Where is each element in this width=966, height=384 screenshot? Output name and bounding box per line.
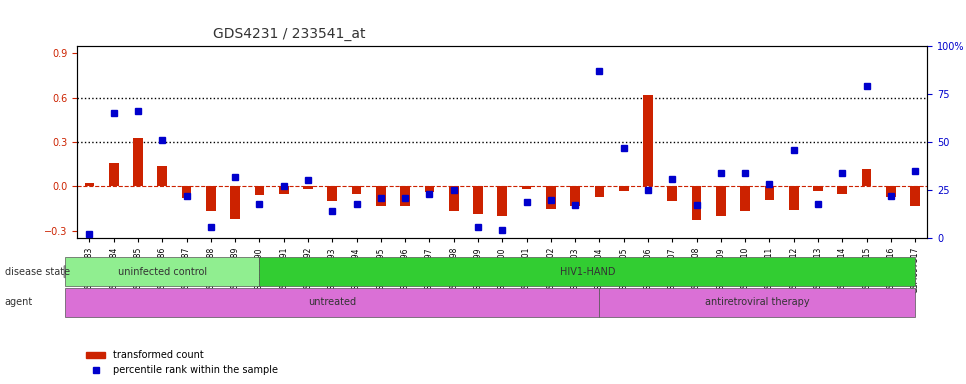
Bar [765,186,775,200]
Bar [279,186,289,194]
Bar [157,166,167,186]
Bar [740,186,750,212]
FancyArrow shape [64,263,74,280]
Bar [546,186,555,209]
Text: agent: agent [5,297,33,308]
Bar [230,186,240,219]
Bar [449,186,459,212]
Bar [886,186,895,197]
Bar [255,186,265,195]
Bar [595,186,605,197]
Bar [570,186,580,205]
Text: antiretroviral therapy: antiretroviral therapy [705,297,810,308]
Text: GDS4231 / 233541_at: GDS4231 / 233541_at [213,27,365,41]
Text: uninfected control: uninfected control [118,266,207,277]
Bar [376,186,385,205]
Bar [910,186,920,205]
Bar [862,169,871,186]
Bar [109,163,119,186]
Bar [497,186,507,216]
Text: untreated: untreated [308,297,356,308]
Text: disease state: disease state [5,266,70,277]
Bar [303,186,313,189]
Bar [522,186,531,189]
Bar [85,184,95,186]
Legend: transformed count, percentile rank within the sample: transformed count, percentile rank withi… [82,346,282,379]
Bar [352,186,361,194]
Bar [473,186,483,214]
Bar [425,186,435,192]
Bar [813,186,823,191]
Bar [716,186,725,216]
Bar [619,186,629,191]
Bar [182,186,191,198]
Bar [133,137,143,186]
Bar [643,95,653,186]
Bar [789,186,799,210]
Bar [400,186,410,205]
Bar [692,186,701,220]
Bar [206,186,215,212]
Bar [327,186,337,201]
Text: HIV1-HAND: HIV1-HAND [559,266,615,277]
Bar [668,186,677,201]
Bar [838,186,847,194]
